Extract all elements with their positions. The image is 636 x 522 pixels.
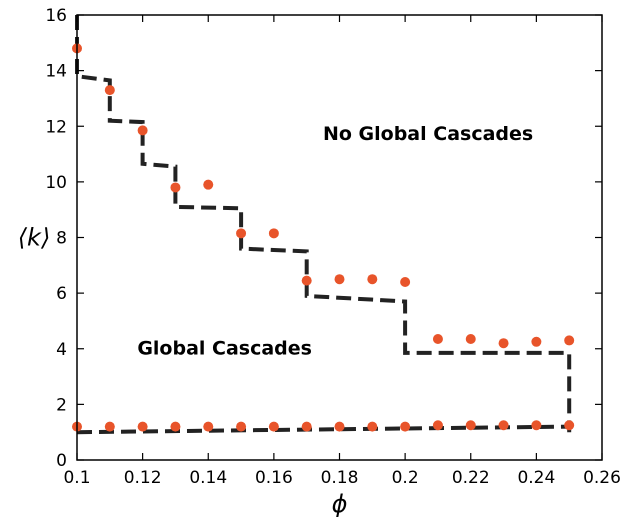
x-tick-label: 0.1	[63, 468, 90, 488]
y-tick-label: 6	[56, 284, 67, 304]
data-point	[203, 421, 214, 432]
x-tick-label: 0.2	[392, 468, 419, 488]
threshold-line	[76, 424, 570, 435]
data-point	[465, 420, 476, 431]
x-tick-label: 0.22	[452, 468, 490, 488]
y-tick-label: 2	[56, 395, 67, 415]
threshold-line	[75, 15, 572, 433]
x-tick-label: 0.16	[255, 468, 293, 488]
axis-ticks	[76, 14, 603, 461]
region-label: Global Cascades	[137, 337, 312, 359]
data-point	[137, 125, 148, 136]
y-tick-label: 4	[56, 340, 67, 360]
data-point	[531, 336, 542, 347]
data-point	[301, 421, 312, 432]
y-tick-label: 12	[45, 117, 67, 137]
region-label: No Global Cascades	[323, 123, 533, 145]
data-point	[301, 275, 312, 286]
y-tick-label: 14	[45, 62, 67, 82]
data-point	[268, 421, 279, 432]
data-point	[236, 421, 247, 432]
data-point	[564, 420, 575, 431]
data-point	[400, 277, 411, 287]
data-point	[498, 338, 509, 349]
x-tick-label: 0.26	[583, 468, 621, 488]
y-tick-label: 0	[56, 451, 67, 471]
data-point	[564, 335, 575, 346]
y-tick-label: 10	[45, 173, 67, 193]
data-point	[203, 179, 214, 190]
data-point	[236, 228, 247, 239]
data-point	[432, 334, 443, 345]
plot-points	[72, 43, 575, 432]
x-axis-label: ϕ	[332, 490, 348, 518]
y-tick-label: 16	[45, 6, 67, 26]
x-tick-label: 0.14	[189, 468, 227, 488]
y-tick-label: 8	[56, 229, 67, 249]
plot-frame	[76, 14, 603, 461]
x-tick-label: 0.12	[124, 468, 162, 488]
data-point	[104, 421, 115, 432]
data-point	[334, 421, 345, 432]
annotations: No Global Cascades Global Cascades	[137, 123, 533, 359]
x-tick-label: 0.18	[321, 468, 359, 488]
data-point	[465, 334, 476, 345]
plot-lines	[75, 15, 572, 435]
data-point	[268, 228, 279, 239]
data-point	[367, 274, 378, 285]
data-point	[432, 420, 443, 431]
y-axis-label: ⟨k⟩	[18, 224, 51, 252]
data-point	[170, 421, 181, 432]
data-point	[104, 85, 115, 96]
data-point	[137, 421, 148, 432]
data-point	[531, 420, 542, 431]
data-point	[170, 182, 181, 193]
data-point	[367, 421, 378, 432]
x-tick-label: 0.24	[517, 468, 555, 488]
data-point	[334, 274, 345, 285]
data-point	[498, 420, 509, 431]
tick-labels: 0.1 0.12 0.14 0.16 0.18 0.2 0.22 0.24 0.26 0 2 4 6 8 1…	[45, 6, 621, 488]
data-point	[400, 421, 411, 432]
